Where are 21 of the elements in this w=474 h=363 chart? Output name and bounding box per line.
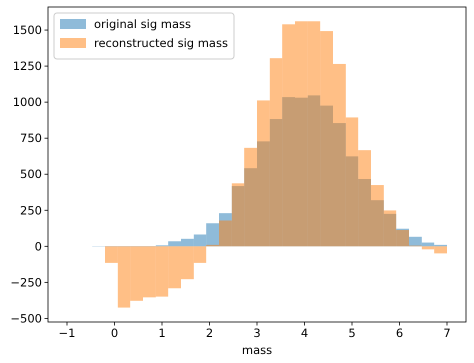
x-tick-label: 3 — [253, 326, 261, 340]
x-tick-label: −1 — [58, 326, 76, 340]
x-tick-label: 5 — [348, 326, 356, 340]
y-tick-label: −250 — [10, 275, 42, 290]
y-tick-label: 500 — [20, 167, 42, 182]
x-tick-label: 2 — [206, 326, 214, 340]
y-tick-label: 1500 — [12, 23, 42, 38]
y-tick-label: 250 — [20, 203, 42, 218]
x-tick-label: 6 — [396, 326, 404, 340]
x-tick-label: 7 — [443, 326, 451, 340]
y-tick-label: −500 — [10, 311, 42, 326]
y-tick-label: 1000 — [12, 95, 42, 110]
legend-label: reconstructed sig mass — [94, 36, 228, 50]
legend-label: original sig mass — [94, 17, 192, 31]
x-tick-label: 0 — [110, 326, 118, 340]
x-tick-label: 1 — [158, 326, 166, 340]
y-tick-label: 0 — [34, 239, 42, 254]
y-tick-label: 1250 — [12, 59, 42, 74]
x-tick-label: 4 — [300, 326, 308, 340]
x-axis-title: mass — [242, 343, 272, 357]
y-tick-label: 750 — [20, 131, 42, 146]
